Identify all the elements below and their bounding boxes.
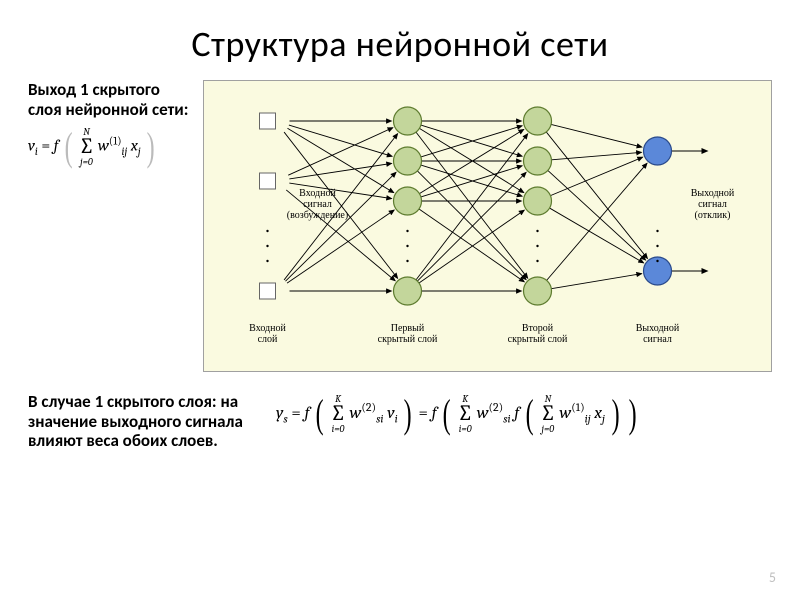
nn-diagram: Входнойсигнал(возбуждение) Выходнойсигнал… bbox=[203, 80, 772, 372]
svg-text:Выходнойсигнал: Выходнойсигнал bbox=[636, 323, 680, 345]
svg-text:Входнойслой: Входнойслой bbox=[249, 323, 286, 345]
svg-text:Выходнойсигнал(отклик): Выходнойсигнал(отклик) bbox=[691, 188, 735, 221]
left-caption-2: В случае 1 скрытого слоя: на значение вы… bbox=[28, 392, 258, 451]
formula-output: ys = f ( K ∑ i=0 w(2)si vi ) = f ( K ∑ i… bbox=[276, 392, 639, 434]
left-caption-1-text: Выход 1 скрытого слоя нейронной сети: bbox=[28, 79, 188, 120]
slide-title: Структура нейронной сети bbox=[0, 0, 800, 80]
page-number: 5 bbox=[769, 569, 776, 586]
svg-text:Входнойсигнал(возбуждение): Входнойсигнал(возбуждение) bbox=[287, 188, 348, 221]
svg-text:Первыйскрытый слой: Первыйскрытый слой bbox=[378, 323, 438, 345]
formula-hidden-output: vi = f ( N ∑ j=0 w(1)ij xj ) bbox=[28, 127, 193, 167]
svg-text:Второйскрытый слой: Второйскрытый слой bbox=[508, 323, 568, 345]
left-caption-1: Выход 1 скрытого слоя нейронной сети: vi… bbox=[28, 80, 193, 372]
